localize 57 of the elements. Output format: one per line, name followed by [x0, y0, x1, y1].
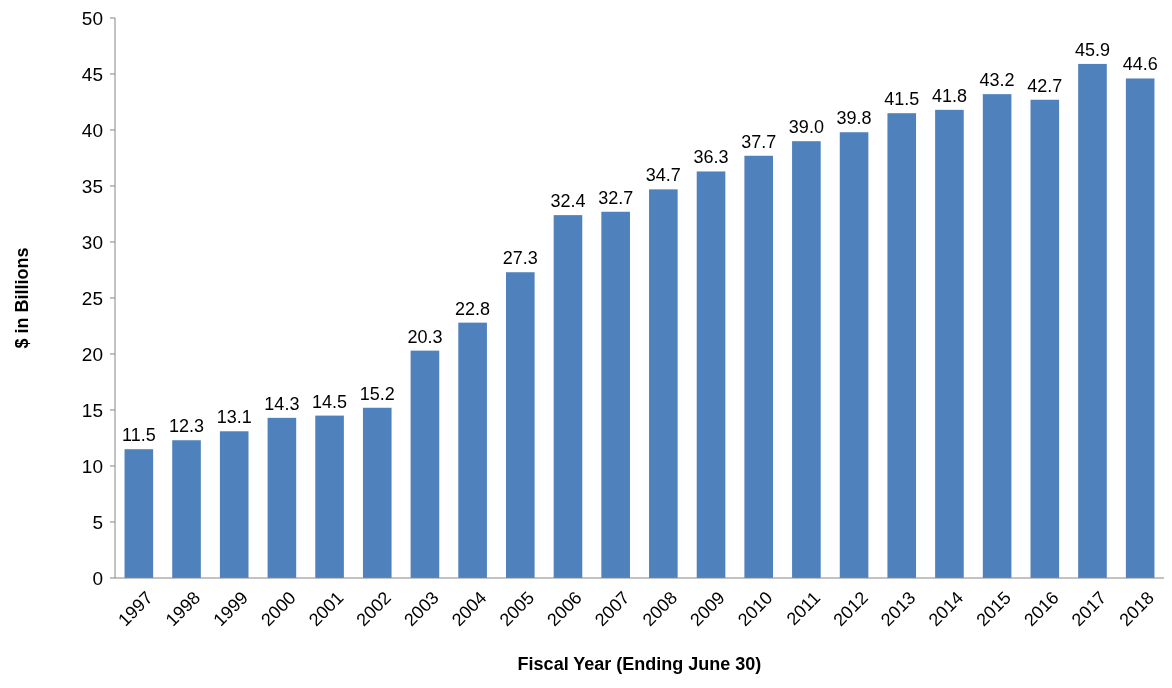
data-label: 13.1	[216, 407, 252, 428]
data-label: 14.3	[264, 393, 300, 414]
bar	[505, 272, 535, 578]
bar	[1078, 63, 1107, 578]
data-label: 44.6	[1122, 54, 1158, 75]
bar	[124, 449, 154, 578]
data-label: 45.9	[1074, 39, 1110, 60]
data-label: 32.4	[550, 191, 586, 212]
bar	[172, 440, 201, 578]
y-tick-label: 20	[81, 343, 103, 365]
data-label: 43.2	[979, 70, 1015, 91]
bar	[982, 94, 1012, 578]
data-label: 32.7	[598, 187, 634, 208]
y-tick-label: 40	[81, 119, 103, 141]
data-label: 37.7	[741, 131, 777, 152]
bar	[649, 189, 678, 578]
bar	[553, 215, 583, 578]
bar	[1030, 99, 1060, 578]
data-label: 14.5	[312, 391, 348, 412]
data-label: 11.5	[121, 425, 156, 446]
data-label: 34.7	[645, 165, 681, 186]
data-label: 22.8	[455, 298, 491, 319]
y-axis-title: $ in Billions	[12, 247, 32, 349]
y-tick-label: 5	[92, 511, 103, 533]
x-axis-title: Fiscal Year (Ending June 30)	[517, 654, 762, 674]
bar	[458, 322, 487, 578]
bar	[267, 417, 297, 578]
bar	[696, 171, 726, 578]
data-label: 12.3	[169, 416, 205, 437]
y-tick-label: 25	[81, 287, 103, 309]
bar	[744, 155, 774, 578]
bar	[792, 141, 821, 578]
y-tick-label: 30	[81, 231, 103, 253]
bar	[887, 113, 917, 578]
bar	[1125, 78, 1155, 578]
bar	[219, 431, 249, 578]
data-label: 39.8	[836, 108, 872, 129]
bar	[935, 109, 964, 578]
data-label: 39.0	[788, 117, 824, 138]
data-label: 20.3	[407, 326, 443, 347]
y-tick-label: 10	[81, 455, 103, 477]
bar	[839, 132, 869, 578]
y-tick-label: 50	[81, 7, 103, 29]
data-label: 15.2	[359, 383, 395, 404]
bar	[362, 407, 392, 578]
y-tick-label: 35	[81, 175, 103, 197]
y-tick-label: 0	[92, 567, 103, 589]
bar	[601, 211, 630, 578]
data-label: 27.3	[502, 248, 538, 269]
y-tick-label: 45	[81, 63, 103, 85]
bar	[315, 415, 344, 578]
data-label: 36.3	[693, 147, 729, 168]
y-tick-label: 15	[81, 399, 103, 421]
data-label: 41.8	[931, 85, 967, 106]
data-label: 42.7	[1027, 75, 1063, 96]
bar	[410, 350, 440, 578]
data-label: 41.5	[884, 89, 920, 110]
